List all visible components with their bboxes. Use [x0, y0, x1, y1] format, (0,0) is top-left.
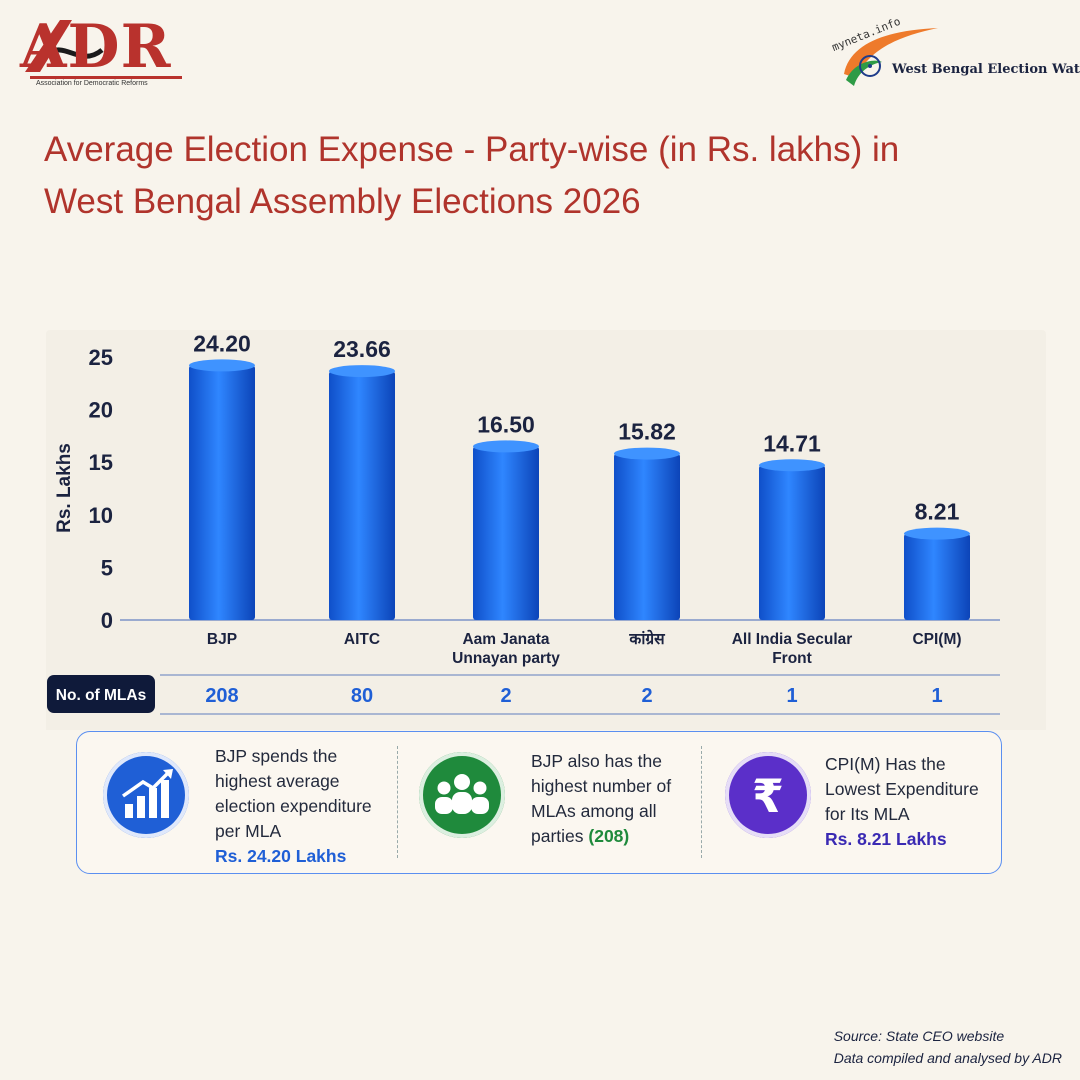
bar-top — [473, 440, 539, 453]
bar-value-label: 14.71 — [763, 430, 821, 456]
expense-bar-chart: Rs. Lakhs 0 5 10 15 20 25 24.20 BJP 23.66 AITC 16.5… — [46, 330, 1046, 730]
mla-count: 2 — [641, 685, 652, 707]
highlight-icon-circle: ₹ — [725, 752, 811, 838]
y-tick-label: 0 — [101, 608, 113, 633]
highlight-line: parties (208) — [531, 824, 671, 849]
y-tick-label: 20 — [89, 398, 113, 423]
highlight-line: CPI(M) Has the — [825, 754, 946, 774]
bar-value-label: 23.66 — [333, 336, 391, 362]
highlight-text: CPI(M) Has the Lowest Expenditure for It… — [825, 752, 979, 852]
bar — [189, 365, 255, 620]
bar — [759, 465, 825, 620]
highlight-line: BJP also has the — [531, 751, 663, 771]
compiled-by-line: Data compiled and analysed by ADR — [833, 1050, 1062, 1066]
adr-logo: ADR Association for Democratic Reforms — [20, 12, 185, 90]
highlight-value: Rs. 8.21 Lakhs — [825, 829, 947, 849]
category-label: BJP — [207, 631, 237, 648]
category-label: Unnayan party — [452, 650, 560, 667]
bar-value-label: 15.82 — [618, 419, 676, 445]
highlight-line: MLAs among all — [531, 801, 657, 821]
bar-top — [759, 459, 825, 472]
bar-value-label: 16.50 — [477, 411, 535, 437]
bar-top — [904, 527, 970, 540]
rupee-icon: ₹ — [752, 769, 784, 823]
bar-top — [614, 447, 680, 460]
mla-row-label-box — [47, 675, 155, 713]
adr-logo-text: ADR — [20, 12, 172, 82]
category-label: All India Secular — [732, 631, 853, 648]
source-note: Source: State CEO website Data compiled … — [834, 1025, 1062, 1069]
y-tick-label: 5 — [101, 555, 113, 580]
category-label: CPI(M) — [912, 631, 961, 648]
y-tick-label: 10 — [89, 503, 113, 528]
tricolor-swoosh-icon — [844, 28, 938, 86]
highlight-line: Lowest Expenditure — [825, 779, 979, 799]
bar-chart-growth-icon — [121, 769, 173, 818]
highlight-lowest-expense: ₹ CPI(M) Has the Lowest Expenditure for … — [703, 732, 999, 873]
bar — [904, 533, 970, 620]
bar — [473, 446, 539, 620]
mla-count: 80 — [351, 685, 373, 707]
adr-logo-swoosh-icon — [25, 20, 182, 79]
y-tick-label: 15 — [89, 450, 113, 475]
highlight-line: BJP spends the — [215, 746, 338, 766]
mla-count: 1 — [786, 685, 797, 707]
partner-logo-text: West Bengal Election Watch — [892, 62, 1080, 77]
category-label: Aam Janata — [462, 631, 549, 648]
y-axis-label: Rs. Lakhs — [54, 443, 75, 533]
chart-background — [46, 330, 1046, 730]
mla-count: 2 — [500, 685, 511, 707]
source-line: Source: State CEO website — [833, 1028, 1005, 1044]
highlights-panel: BJP spends the highest average election … — [76, 731, 1002, 874]
highlight-text: BJP also has the highest number of MLAs … — [531, 749, 671, 849]
bar-value-label: 8.21 — [915, 499, 960, 525]
highlight-line: per MLA — [215, 821, 282, 841]
title-line-2: West Bengal Assembly Elections 2026 — [44, 182, 641, 221]
bar — [329, 371, 395, 620]
panel-divider — [701, 746, 702, 858]
svg-text:₹: ₹ — [752, 769, 784, 823]
highlight-line: highest average — [215, 771, 340, 791]
highlight-text: BJP spends the highest average election … — [215, 744, 372, 869]
highlight-highest-expense: BJP spends the highest average election … — [77, 732, 397, 873]
bar-top — [189, 359, 255, 372]
category-label: AITC — [344, 631, 380, 648]
highlight-line-prefix: parties — [531, 826, 589, 846]
y-tick-label: 25 — [89, 345, 113, 370]
highlight-value: Rs. 24.20 Lakhs — [215, 846, 347, 866]
highlight-line: election expenditure — [215, 796, 372, 816]
highlight-line: highest number of — [531, 776, 672, 796]
mla-count: 208 — [205, 685, 238, 707]
people-group-icon — [435, 774, 489, 814]
bar — [614, 453, 680, 620]
highlight-icon-circle — [103, 752, 189, 838]
bar-value-label: 24.20 — [193, 330, 251, 356]
highlight-most-mlas: BJP also has the highest number of MLAs … — [399, 732, 699, 873]
page-title: Average Election Expense - Party-wise (i… — [44, 124, 1044, 228]
panel-divider — [397, 746, 398, 858]
mla-count: 1 — [931, 685, 942, 707]
mla-row-label: No. of MLAs — [56, 687, 146, 704]
highlight-value: (208) — [588, 826, 630, 846]
west-bengal-election-watch-logo: myneta.info West Bengal Election Watch — [830, 15, 1080, 92]
highlight-line: for Its MLA — [825, 804, 910, 824]
adr-logo-subtitle: Association for Democratic Reforms — [36, 80, 148, 87]
bar-top — [329, 365, 395, 378]
category-label: Front — [772, 650, 812, 667]
title-line-1: Average Election Expense - Party-wise (i… — [44, 130, 900, 169]
category-label: कांग्रेस — [628, 629, 665, 648]
highlight-icon-circle — [419, 752, 505, 838]
